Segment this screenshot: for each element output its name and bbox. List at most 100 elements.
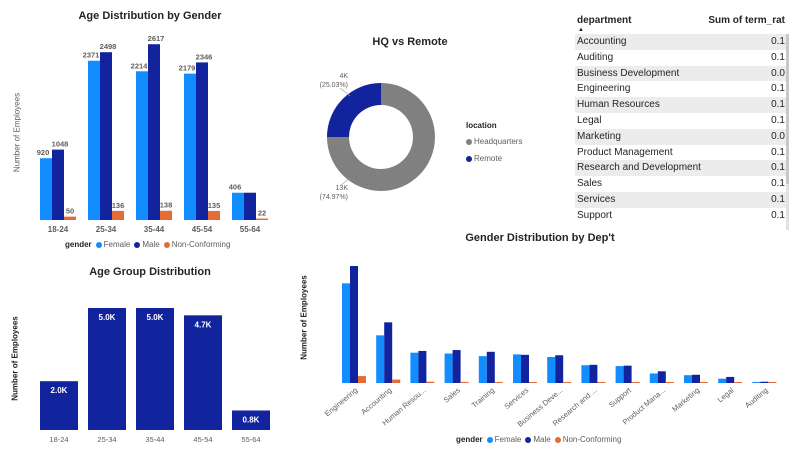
data-label: 2346 [196,52,213,61]
cell-department: Support [577,209,613,221]
data-label: 5.0K [99,313,116,322]
cell-department: Human Resources [577,99,660,111]
scrollbar-thumb[interactable] [786,34,789,184]
bar-Support-male [623,365,632,383]
column-header-term-rate[interactable]: Sum of term_rat [708,15,785,26]
bar-Product Mana...-male [657,371,666,383]
table-row[interactable]: Engineering 0.1 [575,81,786,97]
cell-term-rate: 0.0 [771,67,785,79]
bar-18-24 [40,381,78,430]
age-gender-ylabel: Number of Employees [12,92,22,173]
bar-Marketing-female [684,375,692,383]
cell-term-rate: 0.1 [771,146,785,158]
remote-value-label: 4K (25.03%) [318,72,348,90]
bar-18-24-non-conforming [64,216,76,220]
cell-term-rate: 0.1 [771,36,785,47]
bar-Engineering-female [342,283,350,383]
bar-Accounting-non-conforming [392,379,401,383]
legend-item-female[interactable]: Female [486,435,522,444]
x-tick-label: Sales [442,385,462,404]
table-row[interactable]: Services 0.1 [575,191,786,208]
table-row[interactable]: Sales 0.1 [575,176,786,192]
data-label: 406 [229,183,242,192]
bar-Sales-female [444,353,453,383]
legend-label: Non-Conforming [562,435,622,444]
legend-label: Remote [474,154,503,163]
x-tick-label: 18-24 [49,435,68,444]
bar-Training-non-conforming [494,382,503,383]
bar-Research and ...-non-conforming [597,382,606,383]
bar-55-64-non-conforming [256,218,268,220]
hq-count: 13K [335,185,348,192]
table-row[interactable]: Support 0.1 [575,208,786,224]
data-label: 2498 [100,42,117,51]
x-tick-label: 25-34 [97,435,116,444]
legend-item-male[interactable]: Male [525,435,551,444]
bar-25-34-male [100,52,112,221]
legend-title: location [466,121,497,130]
bar-55-64-male [244,192,256,220]
bar-45-54 [184,315,222,430]
bar-Training-male [486,351,495,383]
x-tick-label: 35-44 [144,225,165,234]
table-row[interactable]: Auditing 0.1 [575,50,786,66]
sort-ascending-icon[interactable]: ▲ [578,27,584,33]
dept-gender-title: Gender Distribution by Dep't [465,232,615,244]
age-gender-title: Age Distribution by Gender [78,10,222,22]
donut-slice-headquarters [327,83,435,191]
legend-label: Male [142,240,160,249]
leader-line-headquarters [339,177,351,187]
hq-pct: (74.97%) [319,194,348,201]
bar-18-24-male [52,149,64,220]
data-label: 920 [37,148,50,157]
legend-item-remote[interactable]: Remote [466,151,502,167]
cell-term-rate: 0.1 [771,193,785,205]
cell-term-rate: 0.1 [771,114,785,126]
donut-slice-remote [327,83,381,138]
legend-label: Female [494,435,522,444]
bar-Sales-non-conforming [460,381,469,383]
data-label: 2214 [131,61,149,70]
cell-department: Engineering [577,83,631,95]
remote-count: 4K [339,73,348,80]
bar-Human Resou...-female [410,352,419,383]
data-label: 2617 [148,34,165,43]
bar-Services-male [521,354,529,383]
bar-35-44-female [136,71,148,220]
table-row[interactable]: Legal 0.1 [575,113,786,129]
cell-term-rate: 0.1 [771,83,785,95]
legend-item-headquarters[interactable]: Headquarters [466,134,522,150]
age-group-ylabel: Number of Employees [10,316,20,401]
bar-Services-female [513,354,521,383]
table-row[interactable]: Business Development 0.0 [575,65,786,82]
x-tick-label: Marketing [670,386,701,414]
legend-item-nonconforming[interactable]: Non-Conforming [163,240,230,249]
column-header-department[interactable]: department [577,15,632,26]
table-row[interactable]: Marketing 0.0 [575,128,786,145]
bar-Accounting-female [376,335,385,383]
cell-department: Auditing [577,51,614,63]
bar-Auditing-non-conforming [768,382,777,383]
bar-25-34-non-conforming [112,210,124,220]
bar-Training-female [478,356,487,383]
table-row[interactable]: Product Management 0.1 [575,145,786,161]
x-tick-label: Auditing [743,386,770,410]
hq-value-label: 13K (74.97%) [318,184,348,202]
data-label: 135 [208,201,221,210]
table-row[interactable]: Research and Development 0.1 [575,160,786,177]
leader-line-remote [339,87,351,97]
legend-item-nonconforming[interactable]: Non-Conforming [554,435,622,444]
legend-item-male[interactable]: Male [134,240,160,249]
table-scrollbar[interactable] [786,34,789,230]
table-row[interactable]: Accounting 0.1 [575,34,786,50]
age-group-title: Age Group Distribution [89,266,211,278]
legend-item-female[interactable]: Female [95,240,130,249]
cell-term-rate: 0.1 [771,51,785,63]
bar-Services-non-conforming [529,382,537,383]
cell-department: Services [577,193,616,205]
data-label: 1048 [52,140,69,149]
table-row[interactable]: Human Resources 0.1 [575,97,786,113]
bar-Marketing-non-conforming [700,382,708,383]
